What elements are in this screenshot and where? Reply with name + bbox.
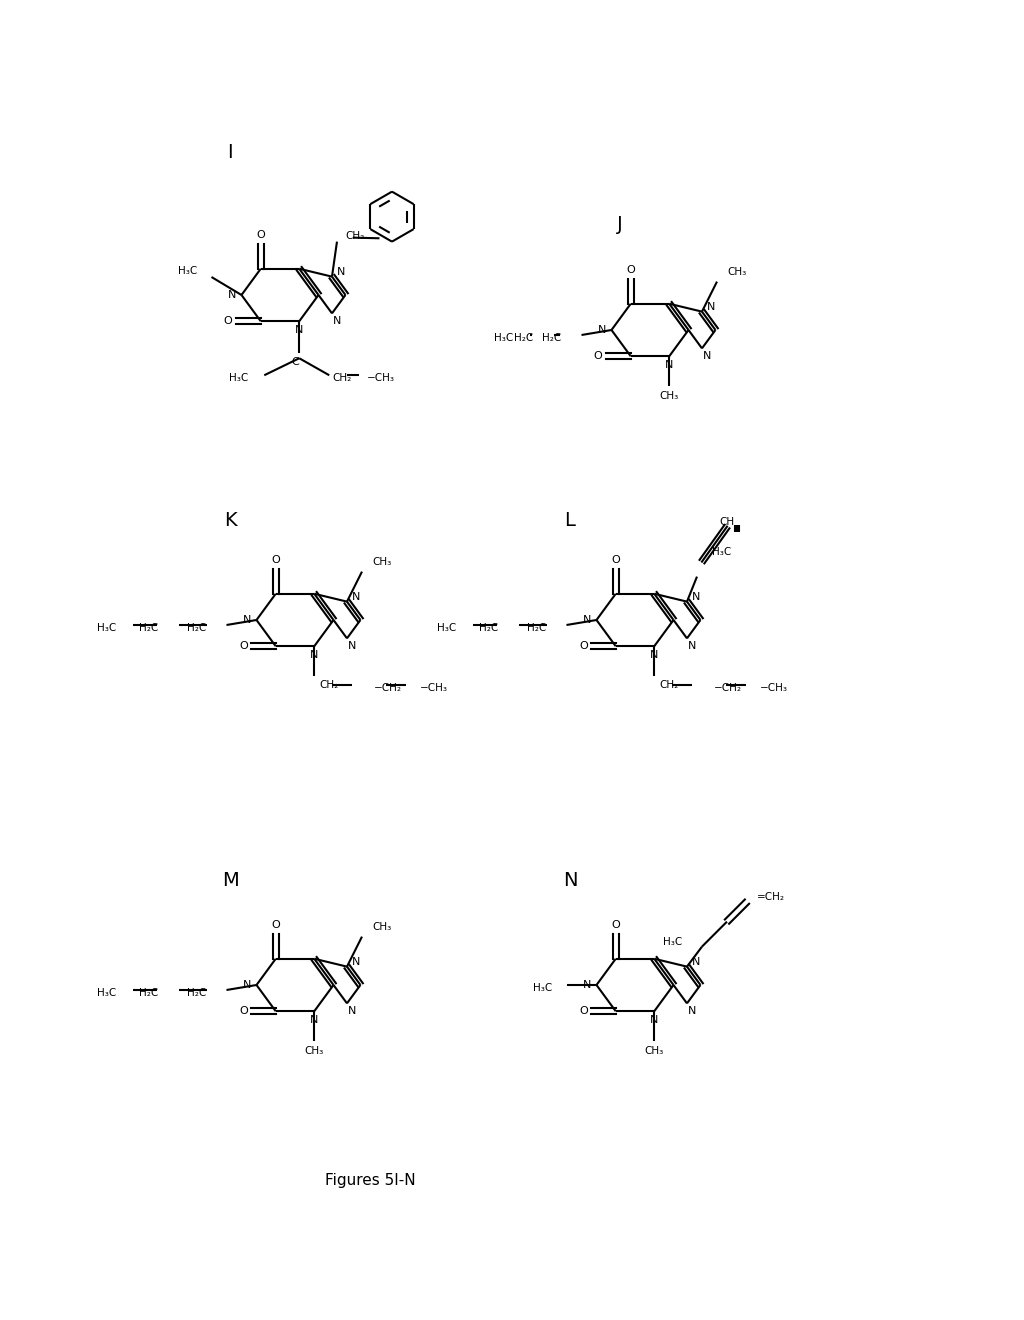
Text: H₂C: H₂C: [187, 623, 207, 634]
Text: N: N: [692, 591, 700, 602]
Text: CH₃: CH₃: [645, 1047, 664, 1056]
Text: H₃C: H₃C: [534, 983, 553, 993]
Text: N: N: [348, 642, 356, 651]
Text: N: N: [688, 642, 696, 651]
Text: N: N: [333, 317, 341, 326]
Text: O: O: [627, 265, 635, 276]
Text: O: O: [579, 1006, 588, 1016]
Text: H₂C: H₂C: [514, 333, 534, 343]
Text: CH₃: CH₃: [304, 1047, 324, 1056]
Text: N: N: [650, 1015, 658, 1026]
Text: N: N: [584, 979, 592, 990]
Text: N: N: [310, 1015, 318, 1026]
Text: −CH₃: −CH₃: [760, 684, 788, 693]
Text: O: O: [256, 230, 265, 240]
Text: H₃C: H₃C: [97, 623, 117, 634]
Text: O: O: [239, 1006, 248, 1016]
Text: N: N: [598, 325, 606, 335]
Text: CH₂: CH₂: [319, 680, 339, 690]
Text: N: N: [688, 1006, 696, 1016]
Text: CH: CH: [720, 516, 734, 527]
Text: N: N: [348, 1006, 356, 1016]
Text: O: O: [239, 642, 248, 651]
Text: N: N: [244, 615, 252, 624]
Text: L: L: [564, 511, 575, 529]
Text: O: O: [594, 351, 603, 362]
Text: N: N: [563, 870, 578, 890]
Text: I: I: [227, 143, 232, 161]
Text: =CH₂: =CH₂: [757, 891, 785, 902]
Text: Figures 5I-N: Figures 5I-N: [325, 1172, 416, 1188]
Text: H₂C: H₂C: [543, 333, 561, 343]
Text: N: N: [692, 957, 700, 966]
Text: J: J: [617, 215, 623, 235]
Text: H₃C: H₃C: [229, 374, 248, 383]
Text: O: O: [611, 556, 621, 565]
Text: M: M: [221, 870, 239, 890]
Text: CH₂: CH₂: [345, 231, 365, 240]
Text: N: N: [244, 979, 252, 990]
Text: CH₃: CH₃: [372, 921, 391, 932]
Text: H₃C: H₃C: [437, 623, 457, 634]
Text: H₂C: H₂C: [527, 623, 547, 634]
Text: N: N: [310, 651, 318, 660]
Text: N: N: [584, 615, 592, 624]
Text: H₂C: H₂C: [139, 987, 159, 998]
Text: N: N: [707, 302, 715, 312]
Text: CH₃: CH₃: [727, 267, 746, 277]
Text: K: K: [223, 511, 237, 529]
Text: CH₃: CH₃: [372, 557, 391, 566]
Text: H₂C: H₂C: [139, 623, 159, 634]
Text: H₂C: H₂C: [187, 987, 207, 998]
Text: O: O: [271, 920, 281, 931]
Text: H₃C: H₃C: [495, 333, 513, 343]
Text: H₃C: H₃C: [97, 987, 117, 998]
Text: N: N: [352, 591, 360, 602]
Text: O: O: [224, 317, 232, 326]
Text: H₃C: H₃C: [178, 267, 198, 276]
Text: CH₂: CH₂: [332, 374, 351, 383]
Text: N: N: [665, 360, 674, 370]
Text: CH₂: CH₂: [659, 680, 679, 690]
Text: −CH₂: −CH₂: [715, 684, 742, 693]
Text: −CH₂: −CH₂: [374, 684, 402, 693]
Text: H₃C: H₃C: [712, 546, 731, 557]
Text: N: N: [702, 351, 711, 362]
Text: C: C: [292, 358, 299, 367]
Text: N: N: [352, 957, 360, 966]
Text: −CH₃: −CH₃: [420, 684, 449, 693]
Text: N: N: [228, 290, 237, 300]
Text: CH₃: CH₃: [659, 391, 679, 401]
Text: O: O: [579, 642, 588, 651]
Text: −CH₃: −CH₃: [368, 374, 395, 383]
Text: N: N: [295, 325, 303, 335]
Text: O: O: [611, 920, 621, 931]
Text: H₃C: H₃C: [663, 937, 682, 946]
Text: N: N: [337, 267, 345, 277]
Text: H₂C: H₂C: [479, 623, 499, 634]
Text: N: N: [650, 651, 658, 660]
Text: O: O: [271, 556, 281, 565]
